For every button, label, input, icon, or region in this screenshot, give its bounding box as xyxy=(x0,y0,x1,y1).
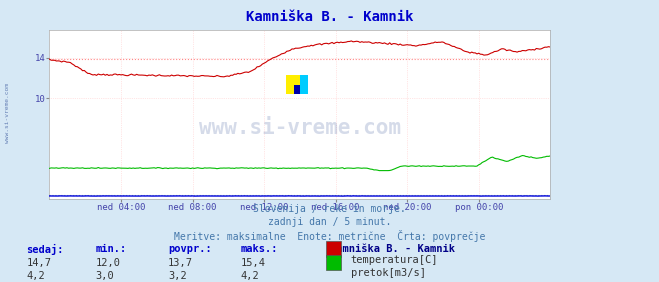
Text: pretok[m3/s]: pretok[m3/s] xyxy=(351,268,426,278)
Text: 13,7: 13,7 xyxy=(168,258,193,268)
Text: povpr.:: povpr.: xyxy=(168,244,212,254)
Bar xyxy=(300,75,308,94)
Text: zadnji dan / 5 minut.: zadnji dan / 5 minut. xyxy=(268,217,391,227)
Bar xyxy=(294,85,300,94)
Text: 3,2: 3,2 xyxy=(168,271,186,281)
Text: 4,2: 4,2 xyxy=(241,271,259,281)
Text: min.:: min.: xyxy=(96,244,127,254)
Text: www.si-vreme.com: www.si-vreme.com xyxy=(199,118,401,138)
Text: Slovenija / reke in morje.: Slovenija / reke in morje. xyxy=(253,204,406,214)
Text: 14,7: 14,7 xyxy=(26,258,51,268)
Text: 15,4: 15,4 xyxy=(241,258,266,268)
Text: 12,0: 12,0 xyxy=(96,258,121,268)
Text: 4,2: 4,2 xyxy=(26,271,45,281)
Text: www.si-vreme.com: www.si-vreme.com xyxy=(5,83,11,143)
Bar xyxy=(286,75,300,94)
Text: Kamniška B. - Kamnik: Kamniška B. - Kamnik xyxy=(330,244,455,254)
Text: Meritve: maksimalne  Enote: metrične  Črta: povprečje: Meritve: maksimalne Enote: metrične Črta… xyxy=(174,230,485,242)
Text: sedaj:: sedaj: xyxy=(26,244,64,255)
Text: 3,0: 3,0 xyxy=(96,271,114,281)
Text: temperatura[C]: temperatura[C] xyxy=(351,255,438,265)
Text: Kamniška B. - Kamnik: Kamniška B. - Kamnik xyxy=(246,10,413,24)
Text: maks.:: maks.: xyxy=(241,244,278,254)
